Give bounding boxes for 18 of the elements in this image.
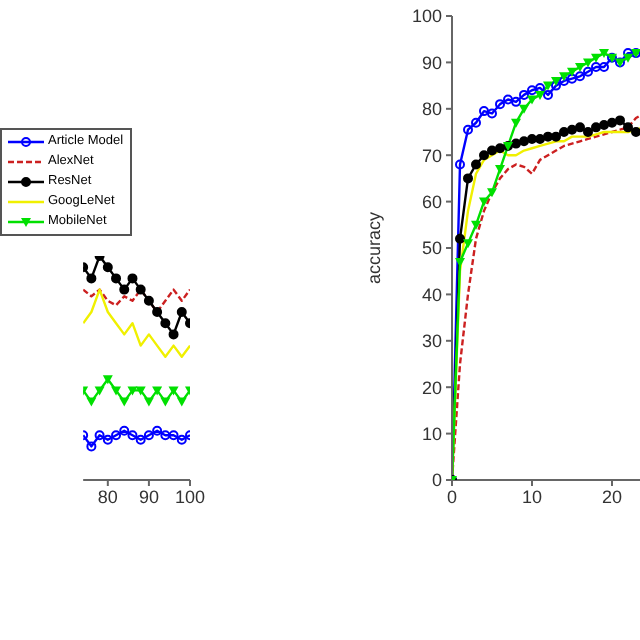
y-tick-label: 50 — [421, 238, 442, 259]
x-tick-label: 10 — [521, 486, 543, 507]
y-tick-label: 0 — [431, 470, 442, 491]
x-tick-label: 80 — [97, 486, 118, 507]
y-tick-label: 10 — [421, 423, 442, 444]
x-tick-label: 20 — [601, 486, 623, 507]
y-tick-label: 40 — [421, 284, 442, 305]
y-tick-label: 80 — [421, 99, 442, 120]
y-tick-label: 70 — [421, 145, 442, 166]
x-tick-label: 0 — [446, 486, 458, 507]
x-tick-label: 90 — [138, 486, 159, 507]
y-tick-label: 30 — [421, 331, 442, 352]
y-tick-label: 60 — [421, 191, 442, 212]
y-tick-label: 20 — [421, 377, 442, 398]
x-tick-label: 100 — [174, 486, 206, 507]
y-tick-label: 90 — [421, 52, 442, 73]
y-axis-title: accuracy — [364, 210, 385, 285]
y-tick-label: 100 — [411, 6, 442, 27]
